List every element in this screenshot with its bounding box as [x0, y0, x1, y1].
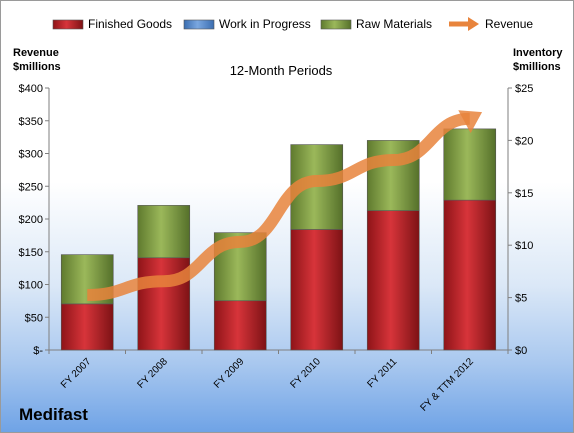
x-tick-label: FY & TTM 2012	[418, 356, 476, 414]
legend-swatch-raw-materials	[320, 19, 352, 30]
revenue-arrowhead	[458, 110, 483, 134]
bar-raw-materials	[443, 128, 497, 201]
left-tick-label: $200	[19, 214, 43, 226]
right-tick-label: $5	[515, 293, 527, 305]
left-tick-label: $300	[19, 149, 43, 161]
right-tick-label: $10	[515, 240, 533, 252]
legend-arrowhead	[468, 17, 479, 31]
x-tick-label: FY 2011	[366, 356, 400, 390]
legend-label: Finished Goods	[88, 17, 172, 31]
left-tick-label: $150	[19, 247, 43, 259]
x-tick-label: FY 2010	[288, 356, 323, 391]
legend-label: Revenue	[485, 17, 533, 31]
bar-raw-materials	[137, 205, 191, 259]
left-axis-title: Revenue	[13, 47, 59, 59]
bar-finished-goods	[213, 300, 267, 351]
right-tick-label: $0	[515, 345, 527, 357]
right-tick-label: $15	[515, 188, 533, 200]
right-axis-title: Inventory	[513, 47, 563, 59]
left-tick-label: $-	[33, 345, 43, 357]
x-tick-label: FY 2007	[59, 356, 94, 391]
legend-swatch-work-in-progress	[183, 19, 215, 30]
x-tick-label: FY 2008	[135, 356, 170, 391]
left-tick-label: $350	[19, 116, 43, 128]
left-tick-label: $400	[19, 83, 43, 95]
left-axis-title: $millions	[13, 61, 61, 73]
legend-swatch-finished-goods	[52, 19, 84, 30]
legend-label: Work in Progress	[219, 17, 311, 31]
bar-finished-goods	[290, 229, 344, 351]
bar-finished-goods	[366, 210, 420, 351]
x-tick-label: FY 2009	[212, 356, 247, 391]
right-axis-title: $millions	[513, 61, 561, 73]
bar-finished-goods	[60, 303, 114, 351]
left-tick-label: $50	[25, 312, 43, 324]
right-tick-label: $25	[515, 83, 533, 95]
chart-title: 12-Month Periods	[230, 63, 333, 78]
legend-label: Raw Materials	[356, 17, 432, 31]
left-tick-label: $100	[19, 280, 43, 292]
bar-finished-goods	[443, 199, 497, 351]
revenue-line	[87, 112, 471, 301]
left-tick-label: $250	[19, 181, 43, 193]
company-name: Medifast	[19, 405, 88, 424]
right-tick-label: $20	[515, 135, 533, 147]
